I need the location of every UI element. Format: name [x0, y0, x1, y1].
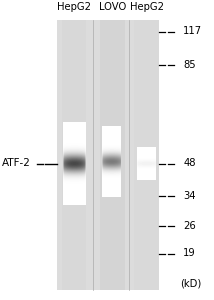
Bar — [57, 20, 159, 290]
Text: 26: 26 — [183, 220, 196, 231]
Text: (kD): (kD) — [180, 278, 201, 289]
Text: HepG2: HepG2 — [57, 2, 91, 12]
Text: 48: 48 — [183, 158, 196, 169]
Text: LOVO: LOVO — [99, 2, 126, 12]
Text: 117: 117 — [183, 26, 202, 37]
Text: 85: 85 — [183, 59, 196, 70]
Text: 34: 34 — [183, 190, 196, 201]
Text: ATF-2: ATF-2 — [2, 158, 31, 169]
Bar — [100, 20, 125, 290]
Bar — [134, 20, 159, 290]
Text: HepG2: HepG2 — [130, 2, 163, 12]
Text: 19: 19 — [183, 248, 196, 259]
Bar — [62, 20, 86, 290]
